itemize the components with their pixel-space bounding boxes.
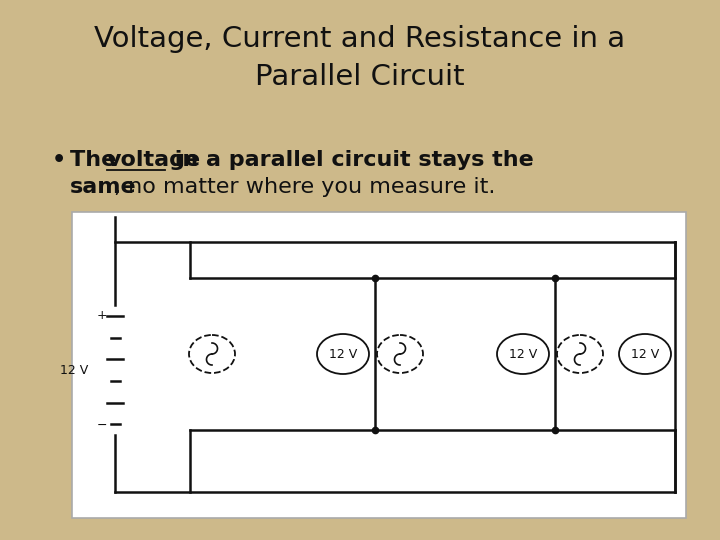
Text: 12 V: 12 V <box>631 348 659 361</box>
Text: , no matter where you measure it.: , no matter where you measure it. <box>114 177 495 197</box>
Text: Voltage, Current and Resistance in a
Parallel Circuit: Voltage, Current and Resistance in a Par… <box>94 25 626 91</box>
Text: 12 V: 12 V <box>329 348 357 361</box>
Text: The: The <box>70 150 124 170</box>
Text: −: − <box>96 419 107 432</box>
Ellipse shape <box>497 334 549 374</box>
Text: same: same <box>70 177 137 197</box>
Text: voltage: voltage <box>107 150 201 170</box>
Text: +: + <box>96 309 107 322</box>
Text: •: • <box>52 150 66 170</box>
Text: in a parallel circuit stays the: in a parallel circuit stays the <box>167 150 534 170</box>
Text: 12 V: 12 V <box>509 348 537 361</box>
Bar <box>72 212 686 518</box>
Ellipse shape <box>317 334 369 374</box>
Text: 12 V: 12 V <box>60 363 88 376</box>
Ellipse shape <box>619 334 671 374</box>
